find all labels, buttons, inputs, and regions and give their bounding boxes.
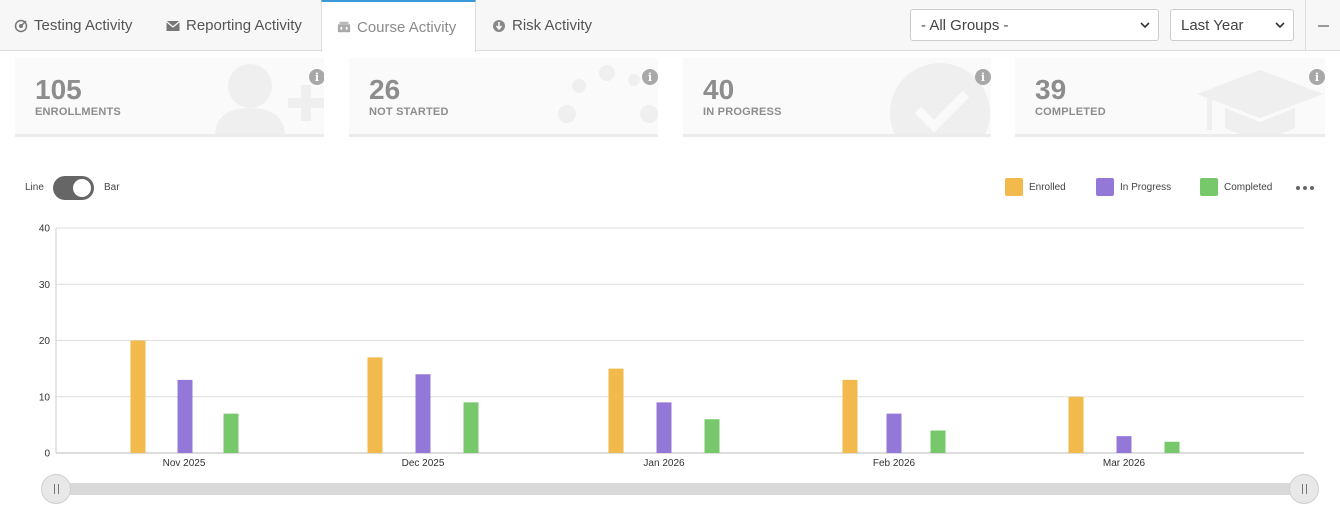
bar-in-progress xyxy=(886,413,902,453)
group-select[interactable]: - All Groups - xyxy=(910,9,1159,41)
chevron-down-icon xyxy=(1140,22,1150,29)
graduation-cap-icon xyxy=(1197,70,1323,134)
chart-menu-icon[interactable] xyxy=(1296,186,1314,190)
check-circle-icon xyxy=(890,63,990,134)
x-tick-label: Nov 2025 xyxy=(163,458,206,469)
line-bar-toggle[interactable] xyxy=(53,176,94,200)
tab-course-activity[interactable]: Course Activity xyxy=(321,0,476,52)
group-select-value: - All Groups - xyxy=(921,16,1009,34)
stat-card-enrollments: 105 ENROLLMENTS i xyxy=(15,58,324,137)
tab-label: Reporting Activity xyxy=(186,17,302,34)
period-select[interactable]: Last Year xyxy=(1170,9,1294,41)
y-tick-label: 0 xyxy=(44,449,50,460)
legend-item-completed[interactable]: Completed xyxy=(1200,178,1272,196)
x-tick-label: Mar 2026 xyxy=(1103,458,1146,469)
toggle-label-line: Line xyxy=(25,182,44,193)
legend-item-in-progress[interactable]: In Progress xyxy=(1096,178,1171,196)
envelope-icon xyxy=(166,19,180,33)
stat-label: COMPLETED xyxy=(1035,106,1106,118)
stat-label: NOT STARTED xyxy=(369,106,449,118)
chart-scrollbar[interactable] xyxy=(56,483,1304,495)
chevron-down-icon xyxy=(1275,22,1285,29)
legend-label: Enrolled xyxy=(1029,181,1066,193)
toggle-knob xyxy=(73,179,91,197)
stat-card-completed: 39 COMPLETED i xyxy=(1015,58,1325,137)
legend-item-enrolled[interactable]: Enrolled xyxy=(1005,178,1066,196)
x-tick-label: Jan 2026 xyxy=(643,458,685,469)
stat-value: 39 xyxy=(1035,74,1067,105)
scrollbar-left-handle[interactable] xyxy=(41,474,71,504)
stat-card-in-progress: 40 IN PROGRESS i xyxy=(683,58,991,137)
legend-swatch xyxy=(1005,178,1023,196)
tab-testing-activity[interactable]: Testing Activity xyxy=(14,0,132,51)
bar-completed xyxy=(223,413,239,453)
info-icon[interactable]: i xyxy=(309,69,324,85)
bar-in-progress xyxy=(415,374,431,453)
stat-value: 26 xyxy=(369,74,401,105)
bar-enrolled xyxy=(842,379,858,453)
y-tick-label: 10 xyxy=(39,392,51,403)
bar-enrolled xyxy=(1068,396,1084,453)
toggle-label-bar: Bar xyxy=(104,182,120,193)
period-select-value: Last Year xyxy=(1181,16,1244,34)
scrollbar-right-handle[interactable] xyxy=(1289,474,1319,504)
tab-reporting-activity[interactable]: Reporting Activity xyxy=(166,0,302,51)
bar-in-progress xyxy=(1116,436,1132,453)
y-tick-label: 40 xyxy=(39,224,51,235)
bar-enrolled xyxy=(608,368,624,453)
info-icon[interactable]: i xyxy=(642,69,658,85)
bar-chart: 0 10 20 30 40 Nov 2025 Dec 2025 Jan 2026 Feb 202… xyxy=(39,224,1304,469)
minus-icon xyxy=(1317,24,1329,27)
legend-swatch xyxy=(1200,178,1218,196)
download-circle-icon xyxy=(492,19,506,33)
bar-enrolled xyxy=(130,340,146,453)
top-bar: Testing Activity Reporting Activity Cour… xyxy=(0,0,1340,52)
bar-completed xyxy=(1164,441,1180,453)
tab-risk-activity[interactable]: Risk Activity xyxy=(492,0,592,51)
tab-label: Risk Activity xyxy=(512,17,593,34)
legend-label: Completed xyxy=(1224,181,1273,193)
stat-card-not-started: 26 NOT STARTED i xyxy=(349,58,658,137)
stat-label: IN PROGRESS xyxy=(703,106,782,118)
bar-enrolled xyxy=(367,357,383,453)
stat-value: 105 xyxy=(35,74,82,105)
x-tick-label: Feb 2026 xyxy=(873,458,916,469)
legend-label: In Progress xyxy=(1120,181,1172,193)
bar-in-progress xyxy=(177,379,193,453)
y-tick-label: 20 xyxy=(39,336,51,347)
y-tick-label: 30 xyxy=(39,280,51,291)
bar-completed xyxy=(704,419,720,453)
legend-swatch xyxy=(1096,178,1114,196)
radar-icon xyxy=(14,19,28,33)
bar-completed xyxy=(463,402,479,453)
stat-value: 40 xyxy=(703,74,735,105)
add-user-icon xyxy=(215,64,324,134)
dots-icon xyxy=(558,65,658,123)
classroom-icon xyxy=(337,20,351,34)
tab-label: Testing Activity xyxy=(34,17,133,34)
info-icon[interactable]: i xyxy=(975,69,991,85)
collapse-button[interactable] xyxy=(1305,0,1340,51)
x-tick-label: Dec 2025 xyxy=(402,458,445,469)
tab-label: Course Activity xyxy=(357,18,457,36)
bar-in-progress xyxy=(656,402,672,453)
stat-label: ENROLLMENTS xyxy=(35,106,121,118)
info-icon[interactable]: i xyxy=(1309,69,1325,85)
bar-completed xyxy=(930,430,946,453)
